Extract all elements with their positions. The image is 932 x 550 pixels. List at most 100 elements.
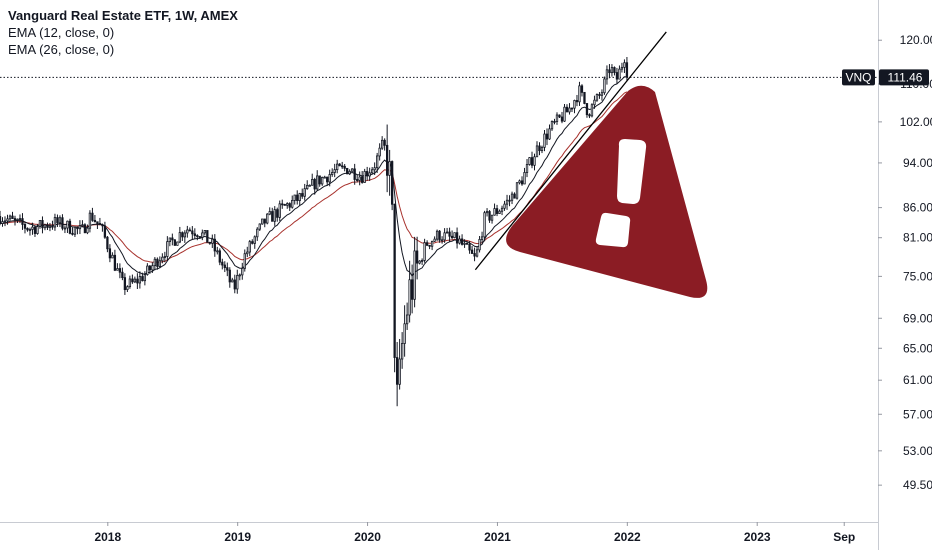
candle <box>448 227 451 242</box>
candle-body <box>323 176 326 179</box>
candle <box>216 246 219 255</box>
candle <box>313 177 316 195</box>
candle-body <box>176 241 179 246</box>
candle <box>513 192 516 199</box>
candle-body <box>18 218 22 220</box>
candle-body <box>600 92 604 96</box>
candle <box>505 194 509 210</box>
candle <box>435 229 439 241</box>
candle-body <box>276 209 279 218</box>
candle-body <box>338 163 341 167</box>
candle <box>183 230 186 243</box>
chart-legend: Vanguard Real Estate ETF, 1W, AMEX EMA (… <box>8 7 238 58</box>
candle-body <box>395 357 399 385</box>
candle <box>43 223 47 231</box>
candle <box>173 239 176 246</box>
trendline <box>474 31 667 271</box>
candle <box>346 167 349 175</box>
candle-body <box>388 161 391 176</box>
candle <box>251 239 254 245</box>
candle-body <box>1 221 4 224</box>
candle-body <box>98 223 102 226</box>
legend-ema-slow[interactable]: EMA (26, close, 0) <box>8 42 115 57</box>
candle <box>116 263 119 271</box>
candle <box>390 160 394 211</box>
y-tick-label: 61.00 <box>903 373 932 387</box>
candle-body <box>196 235 199 237</box>
candle <box>475 246 479 258</box>
candle <box>356 174 359 183</box>
candle <box>376 152 379 173</box>
candle-body <box>478 238 481 251</box>
candle-body <box>8 215 12 220</box>
candle-body <box>183 232 186 238</box>
candle-body <box>523 172 526 185</box>
x-tick-label: Sep <box>833 530 855 544</box>
candle-body <box>575 100 579 103</box>
candle-body <box>16 218 19 221</box>
candle <box>480 231 484 244</box>
x-tick-label: 2019 <box>224 530 251 544</box>
candle-body <box>493 208 496 216</box>
candle <box>278 200 281 221</box>
candle <box>303 183 306 201</box>
candle <box>538 142 541 156</box>
candle-body <box>38 220 42 227</box>
candle-body <box>400 343 404 360</box>
candle <box>143 271 147 286</box>
candle <box>535 141 539 158</box>
candle-body <box>620 66 624 70</box>
candle-body <box>563 106 566 122</box>
candle-body <box>153 258 157 267</box>
candle <box>578 81 581 106</box>
candle-body <box>385 144 389 176</box>
candle-body <box>550 120 554 130</box>
x-tick-label: 2022 <box>614 530 641 544</box>
candle-body <box>610 67 614 74</box>
candle <box>318 175 321 187</box>
candle-body <box>378 147 381 157</box>
candle <box>161 253 164 264</box>
candle <box>271 207 274 222</box>
candle <box>413 236 416 308</box>
x-tick-label: 2021 <box>484 530 511 544</box>
candle <box>191 226 194 240</box>
candle-body <box>48 225 52 228</box>
candle-body <box>381 139 384 149</box>
candle <box>266 213 269 225</box>
candle <box>128 275 132 289</box>
candle <box>575 94 579 107</box>
candle <box>321 176 324 186</box>
candle <box>423 238 426 263</box>
x-tick-label: 2023 <box>744 530 771 544</box>
candle-body <box>608 69 611 74</box>
candle-body <box>116 268 119 271</box>
candle <box>201 229 204 241</box>
candle <box>36 224 39 235</box>
legend-ema-fast[interactable]: EMA (12, close, 0) <box>8 25 115 40</box>
candle-body <box>485 211 489 214</box>
candle-body <box>301 193 304 197</box>
candle <box>168 237 171 247</box>
candle <box>73 226 77 237</box>
candle <box>600 89 604 101</box>
candle-body <box>438 230 441 241</box>
candle <box>583 91 586 105</box>
candle-body <box>76 226 79 230</box>
candle <box>620 62 624 73</box>
candle-body <box>465 242 469 245</box>
candle <box>193 228 196 239</box>
candle-body <box>111 254 114 259</box>
candle <box>76 226 79 235</box>
candle-body <box>96 221 99 224</box>
candle <box>121 267 124 281</box>
warning-exclamation-dot <box>595 212 631 248</box>
candle <box>333 163 336 178</box>
candle-body <box>303 188 306 197</box>
candle <box>291 195 294 209</box>
candle-body <box>33 226 37 234</box>
candle-body <box>528 157 531 165</box>
candle <box>528 157 531 166</box>
candle-body <box>373 167 376 171</box>
